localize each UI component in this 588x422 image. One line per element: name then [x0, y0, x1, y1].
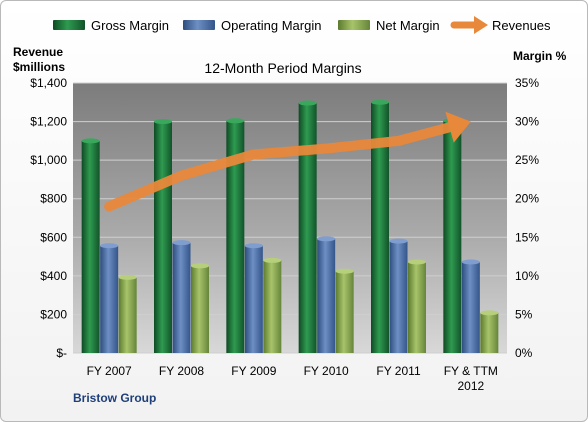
right-tick-label: 5% [515, 307, 533, 321]
gridlines [73, 82, 507, 354]
revenue-arrowhead [445, 111, 471, 143]
category-label: FY 2007 [87, 364, 132, 378]
bar-cap [461, 259, 480, 265]
right-axis-label: Margin % [513, 49, 567, 63]
legend-label: Net Margin [376, 18, 440, 33]
left-tick-label: $1,200 [30, 115, 67, 129]
bar-gross-margin [81, 140, 100, 353]
right-tick-label: 35% [515, 76, 539, 90]
legend-label: Operating Margin [221, 18, 321, 33]
left-axis-label-line2: $millions [13, 60, 65, 74]
bar-cap [81, 138, 100, 144]
legend-label: Revenues [492, 18, 551, 33]
bar-operating-margin [461, 261, 480, 353]
right-tick-label: 20% [515, 192, 539, 206]
legend: Gross Margin Operating Margin Net Margin Re… [53, 16, 551, 34]
bar-cap [298, 100, 317, 106]
bar-operating-margin [172, 242, 191, 353]
bar-net-margin [263, 260, 282, 353]
bar-gross-margin [154, 121, 172, 353]
legend-swatch [338, 20, 370, 30]
bar-cap [172, 240, 191, 246]
footer-label: Bristow Group [73, 391, 156, 405]
bar-cap [226, 118, 245, 124]
left-tick-label: $1,400 [30, 76, 67, 90]
bar-gross-margin [226, 120, 245, 353]
category-labels: FY 2007 FY 2008 FY 2009 FY 2010 FY 2011 FY & … [87, 364, 498, 393]
bar-cap [244, 243, 263, 249]
left-tick-label: $600 [40, 230, 67, 244]
category-label: FY 2010 [304, 364, 349, 378]
category-label: FY 2008 [159, 364, 204, 378]
bar-cap [191, 263, 209, 269]
right-tick-label: 30% [515, 115, 539, 129]
bar-operating-margin [100, 245, 119, 353]
bar-operating-margin [244, 245, 263, 353]
revenue-line [104, 111, 471, 212]
bar-net-margin [191, 265, 209, 353]
bar-cap [389, 238, 408, 244]
left-tick-label: $200 [40, 307, 67, 321]
legend-label: Gross Margin [91, 18, 169, 33]
bar-gross-margin [298, 103, 317, 353]
right-axis-ticks: 0% 5% 10% 15% 20% 25% 30% 35% [515, 76, 539, 360]
bar-cap [408, 259, 426, 265]
right-tick-label: 15% [515, 230, 539, 244]
left-tick-label: $800 [40, 192, 67, 206]
bar-net-margin [408, 261, 426, 353]
left-axis-ticks: $- $200 $400 $600 $800 $1,000 $1,200 $1,400 [30, 76, 67, 360]
bar-cap [118, 274, 137, 280]
legend-swatch [53, 20, 85, 30]
bar-cap [263, 257, 282, 263]
left-tick-label: $- [56, 346, 67, 360]
right-tick-label: 0% [515, 346, 533, 360]
left-tick-label: $1,000 [30, 153, 67, 167]
right-tick-label: 25% [515, 153, 539, 167]
plot-area [73, 83, 507, 353]
bar-cap [154, 119, 172, 125]
bar-cap [317, 236, 336, 242]
bar-operating-margin [389, 241, 408, 353]
revenue-line-path [104, 122, 455, 212]
bar-net-margin [335, 271, 354, 353]
bar-net-margin [118, 277, 137, 353]
bar-operating-margin [317, 238, 336, 353]
legend-swatch [183, 20, 215, 30]
chart-title: 12-Month Period Margins [204, 60, 361, 76]
legend-swatch-arrowhead [474, 16, 488, 34]
category-label: FY 2011 [376, 364, 421, 378]
category-label: FY 2009 [231, 364, 276, 378]
left-axis-label-line1: Revenue [13, 45, 63, 59]
category-label: FY & TTM 2012 [444, 364, 498, 393]
bar-cap [480, 310, 499, 316]
bar-group [81, 99, 499, 354]
bar-cap [335, 268, 354, 274]
bar-gross-margin [371, 102, 389, 354]
bar-cap [100, 243, 119, 249]
bar-cap [371, 99, 389, 105]
bar-gross-margin [443, 120, 462, 353]
right-tick-label: 10% [515, 269, 539, 283]
left-tick-label: $400 [40, 269, 67, 283]
bar-net-margin [480, 312, 499, 353]
